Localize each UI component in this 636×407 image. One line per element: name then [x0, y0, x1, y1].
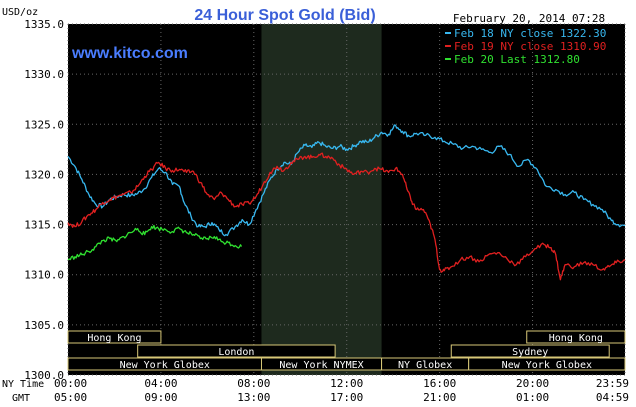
series-layer: [67, 124, 626, 281]
legend-label: Feb 18 NY close 1322.30: [454, 27, 606, 40]
y-tick-label: 1335.0: [24, 18, 64, 31]
session-box: [468, 357, 626, 371]
x-tick-label-ny: 00:00: [54, 377, 87, 390]
y-tick-label: 1320.0: [24, 168, 64, 181]
nymex-shade: [261, 24, 382, 375]
y-tick-label: 1305.0: [24, 319, 64, 332]
x-tick-label-ny: 23:59: [596, 377, 629, 390]
gmt-row-label: GMT: [12, 393, 30, 404]
session-box: [67, 330, 162, 344]
x-tick-label-gmt: 17:00: [330, 391, 363, 404]
x-tick-label-gmt: 13:00: [237, 391, 270, 404]
y-tick-label: 1325.0: [24, 118, 64, 131]
session-box: [526, 330, 626, 344]
x-tick-label-gmt: 21:00: [423, 391, 456, 404]
series-line: [67, 224, 243, 261]
x-tick-label-gmt: 01:00: [516, 391, 549, 404]
y-tick-label: 1310.0: [24, 269, 64, 282]
x-tick-label-ny: 08:00: [237, 377, 270, 390]
y-tick-label: 1315.0: [24, 219, 64, 232]
x-tick-label-ny: 16:00: [423, 377, 456, 390]
y-tick-label: 1330.0: [24, 68, 64, 81]
series-line: [67, 124, 626, 237]
axis-layer: 1335.0 1330.0 1325.0 1320.0 1315.0 1310.0 1305…: [24, 18, 629, 404]
x-tick-label-ny: 20:00: [516, 377, 549, 390]
y-tick-label: 1300.0: [24, 369, 64, 382]
session-label: London: [218, 347, 254, 358]
x-tick-label-ny: 04:00: [144, 377, 177, 390]
session-label: Hong Kong: [549, 333, 603, 344]
session-box: [137, 344, 336, 358]
x-tick-label-gmt: 05:00: [54, 391, 87, 404]
watermark: www.kitco.com: [71, 45, 188, 62]
session-label: New York Globex: [502, 360, 592, 371]
y-axis-unit-label: USD/oz: [2, 7, 38, 18]
legend-label: Feb 19 NY close 1310.90: [454, 40, 606, 53]
session-label: Sydney: [512, 347, 548, 358]
legend-label: Feb 20 Last 1312.80: [454, 53, 580, 66]
x-tick-label-ny: 12:00: [330, 377, 363, 390]
chart-title: 24 Hour Spot Gold (Bid): [194, 7, 375, 24]
date-time-label: February 20, 2014 07:28: [453, 12, 605, 25]
x-tick-label-gmt: 09:00: [144, 391, 177, 404]
x-tick-label-gmt: 04:59: [596, 391, 629, 404]
session-label: NY Globex: [398, 360, 452, 371]
session-label: New York NYMEX: [279, 360, 363, 371]
ny-time-row-label: NY Time: [2, 379, 44, 390]
session-label: New York Globex: [120, 360, 210, 371]
session-layer: Hong Kong Hong Kong London Sydney New York G…: [67, 330, 626, 371]
nymex-shade-layer: [261, 24, 382, 375]
session-label: Hong Kong: [87, 333, 141, 344]
series-line: [67, 152, 626, 281]
session-box: [450, 344, 610, 358]
grid-layer: [67, 23, 626, 376]
